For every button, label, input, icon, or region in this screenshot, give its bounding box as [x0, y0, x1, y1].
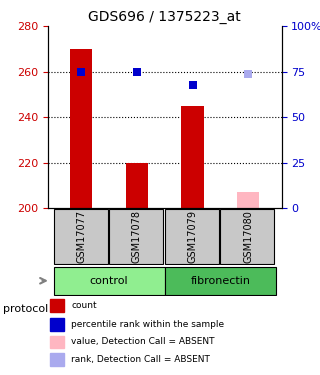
Title: GDS696 / 1375223_at: GDS696 / 1375223_at	[88, 10, 241, 24]
Text: GSM17078: GSM17078	[132, 210, 142, 263]
Point	[134, 69, 140, 75]
Bar	[50, 299, 64, 312]
Point	[246, 71, 251, 77]
FancyBboxPatch shape	[53, 209, 108, 264]
FancyBboxPatch shape	[109, 209, 163, 264]
Bar	[50, 353, 64, 366]
Bar	[181, 106, 204, 208]
Text: percentile rank within the sample: percentile rank within the sample	[71, 320, 225, 328]
Text: GSM17079: GSM17079	[188, 210, 198, 263]
FancyBboxPatch shape	[165, 267, 276, 295]
FancyBboxPatch shape	[53, 267, 165, 295]
Text: count: count	[71, 301, 97, 310]
Bar	[70, 49, 92, 208]
Text: fibronectin: fibronectin	[190, 276, 251, 286]
Bar	[126, 163, 148, 208]
Text: GSM17077: GSM17077	[76, 210, 86, 263]
Bar	[50, 318, 64, 330]
Bar	[50, 336, 64, 348]
FancyBboxPatch shape	[220, 209, 274, 264]
Text: control: control	[90, 276, 129, 286]
Text: rank, Detection Call = ABSENT: rank, Detection Call = ABSENT	[71, 355, 210, 364]
FancyBboxPatch shape	[165, 209, 219, 264]
Point	[190, 82, 195, 88]
Point	[79, 69, 84, 75]
Text: value, Detection Call = ABSENT: value, Detection Call = ABSENT	[71, 338, 215, 346]
Text: GSM17080: GSM17080	[243, 210, 253, 263]
Text: protocol: protocol	[3, 304, 48, 314]
Bar	[237, 192, 259, 208]
